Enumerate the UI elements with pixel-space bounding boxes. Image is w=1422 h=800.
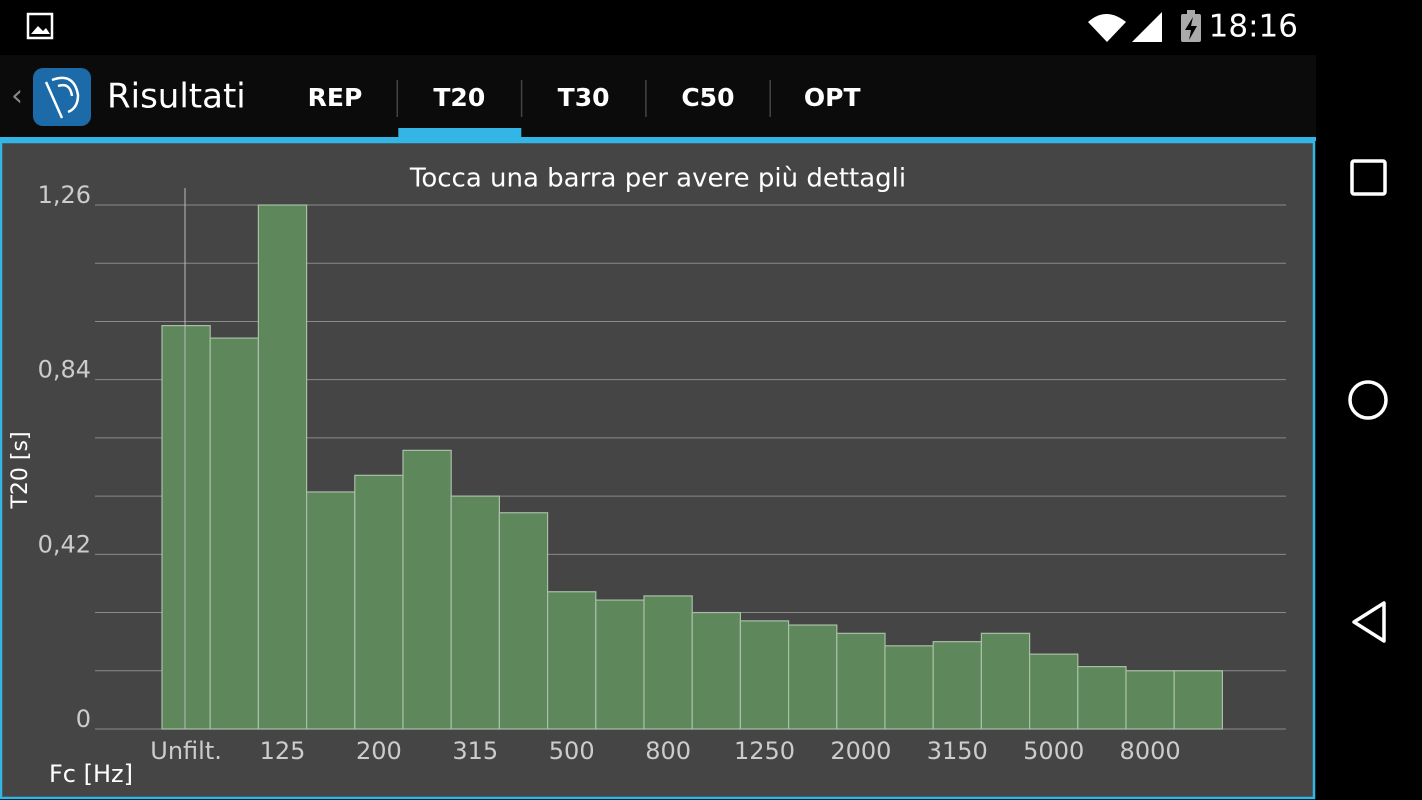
bar[interactable] [932,641,983,730]
signal-icon [1132,12,1162,42]
x-tick-label: 800 [645,737,691,765]
x-tick-label: 5000 [1023,737,1084,765]
x-tick-label: 125 [260,737,306,765]
chart-title: Tocca una barra per avere più dettagli [409,164,906,194]
bar[interactable] [691,611,742,730]
y-tick-label: 0,84 [38,356,91,384]
bar[interactable] [1077,666,1127,730]
tab[interactable]: REP [308,83,363,112]
bar[interactable] [739,620,790,730]
x-tick-label: 1250 [734,737,795,765]
home-button[interactable] [1348,380,1388,420]
bar[interactable] [1125,670,1175,730]
app-title: Risultati [107,77,246,117]
tab[interactable]: C50 [681,83,734,112]
bar[interactable] [643,595,693,730]
bar[interactable] [546,591,597,730]
bar[interactable] [1173,670,1223,730]
image-icon-shape [31,26,50,34]
bar[interactable] [354,474,404,730]
back-chevron[interactable]: ‹ [11,79,23,114]
y-tick-label: 0,42 [38,530,91,558]
wifi-icon [1088,14,1126,42]
action-bar-underline [0,137,1316,141]
x-tick-label: 8000 [1120,737,1181,765]
bar[interactable] [595,599,645,730]
action-bar [0,55,1316,138]
x-tick-label: 2000 [830,737,891,765]
bar[interactable] [209,337,259,730]
bar[interactable] [787,624,838,730]
y-tick-label: 0 [76,705,91,733]
clock: 18:16 [1209,9,1298,45]
tabs: REP T20 T30 C50 OPT [308,80,861,138]
bar[interactable] [161,325,211,730]
x-tick-label: 3150 [927,737,988,765]
x-tick-label: 315 [452,737,498,765]
tab[interactable]: T20 [433,83,485,112]
tab[interactable]: OPT [804,83,861,112]
x-tick-label: 200 [356,737,402,765]
bar[interactable] [402,449,452,730]
bar[interactable] [836,632,886,730]
bar[interactable] [306,491,356,730]
bar[interactable] [498,512,549,730]
tab[interactable]: T30 [558,83,610,112]
tab-indicator [398,128,522,138]
y-axis-label: T20 [s] [8,431,33,509]
bar[interactable] [257,204,308,730]
x-axis-label: Fc [Hz] [49,760,133,788]
bar[interactable] [450,495,501,730]
bar[interactable] [884,645,934,730]
battery-bolt [1185,17,1197,40]
image-icon [26,12,54,40]
bar[interactable] [1028,653,1079,730]
bar[interactable] [980,632,1031,730]
x-tick-label: 500 [549,737,595,765]
y-tick-label: 1,26 [38,181,91,209]
chart: Tocca una barra per avere più dettagli T2… [8,164,1286,788]
x-tick-label: Unfilt. [150,737,222,765]
app-icon-glyph [44,76,80,119]
battery-tip [1187,10,1195,15]
recents-button[interactable] [1350,159,1387,196]
back-button[interactable] [1352,601,1386,643]
